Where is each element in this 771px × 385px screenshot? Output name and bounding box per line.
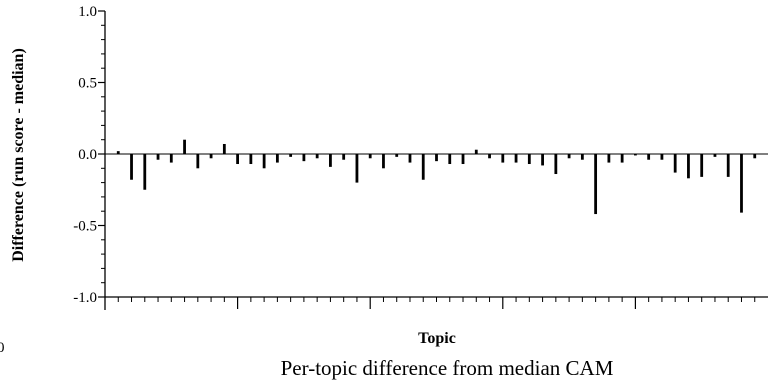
y-tick-label: 1.0 (78, 4, 97, 20)
bar (382, 154, 385, 169)
bar (368, 154, 372, 159)
bar (421, 154, 425, 180)
bar (395, 154, 399, 157)
bar (315, 154, 319, 159)
bar (222, 143, 226, 154)
bar (634, 154, 637, 156)
bar (209, 154, 213, 159)
bar (183, 139, 186, 154)
bar (740, 154, 743, 213)
bar (541, 154, 544, 166)
bar (647, 154, 651, 160)
bar (355, 154, 359, 183)
bar (289, 154, 293, 157)
bar (713, 154, 717, 157)
bar (249, 154, 253, 165)
bar (130, 154, 133, 180)
bar (262, 154, 266, 169)
bar (753, 154, 757, 159)
x-axis-ticks (117, 297, 756, 309)
bar (116, 151, 120, 154)
chart-caption: Per-topic difference from median CAM (281, 356, 614, 380)
bar (169, 154, 173, 163)
y-tick-label: -0.5 (73, 219, 97, 235)
bar (673, 154, 677, 173)
bars (116, 139, 757, 215)
bar (435, 154, 438, 162)
bar (329, 154, 332, 167)
bar (275, 154, 279, 163)
bar (196, 154, 200, 169)
bar (236, 154, 239, 165)
bar (474, 149, 478, 154)
y-axis-title: Difference (run score - median) (10, 48, 27, 262)
bar (700, 154, 704, 177)
bar (527, 154, 531, 165)
bar (302, 154, 306, 162)
axes (104, 11, 768, 310)
bar (143, 154, 147, 190)
bar (660, 154, 664, 160)
bar (567, 154, 571, 159)
bar (554, 154, 558, 175)
bar (448, 154, 452, 165)
x-axis-title: Topic (418, 330, 456, 347)
bar (514, 154, 518, 163)
y-tick-label: 0.5 (78, 76, 97, 92)
bar (501, 154, 505, 163)
bar (461, 154, 465, 165)
bar (580, 154, 584, 160)
bar (488, 154, 491, 159)
bar (687, 154, 690, 179)
bar (607, 154, 611, 163)
margin-label: 0 (0, 340, 5, 356)
bar (620, 154, 624, 163)
bar (342, 154, 346, 160)
bar (156, 154, 160, 160)
bar (594, 154, 598, 215)
y-axis-ticks: 1.0 0.5 0.0 -0.5 -1.0 (73, 4, 105, 306)
bar (726, 154, 730, 177)
bar (408, 154, 412, 163)
y-tick-label: -1.0 (73, 290, 97, 306)
y-tick-label: 0.0 (78, 147, 97, 163)
